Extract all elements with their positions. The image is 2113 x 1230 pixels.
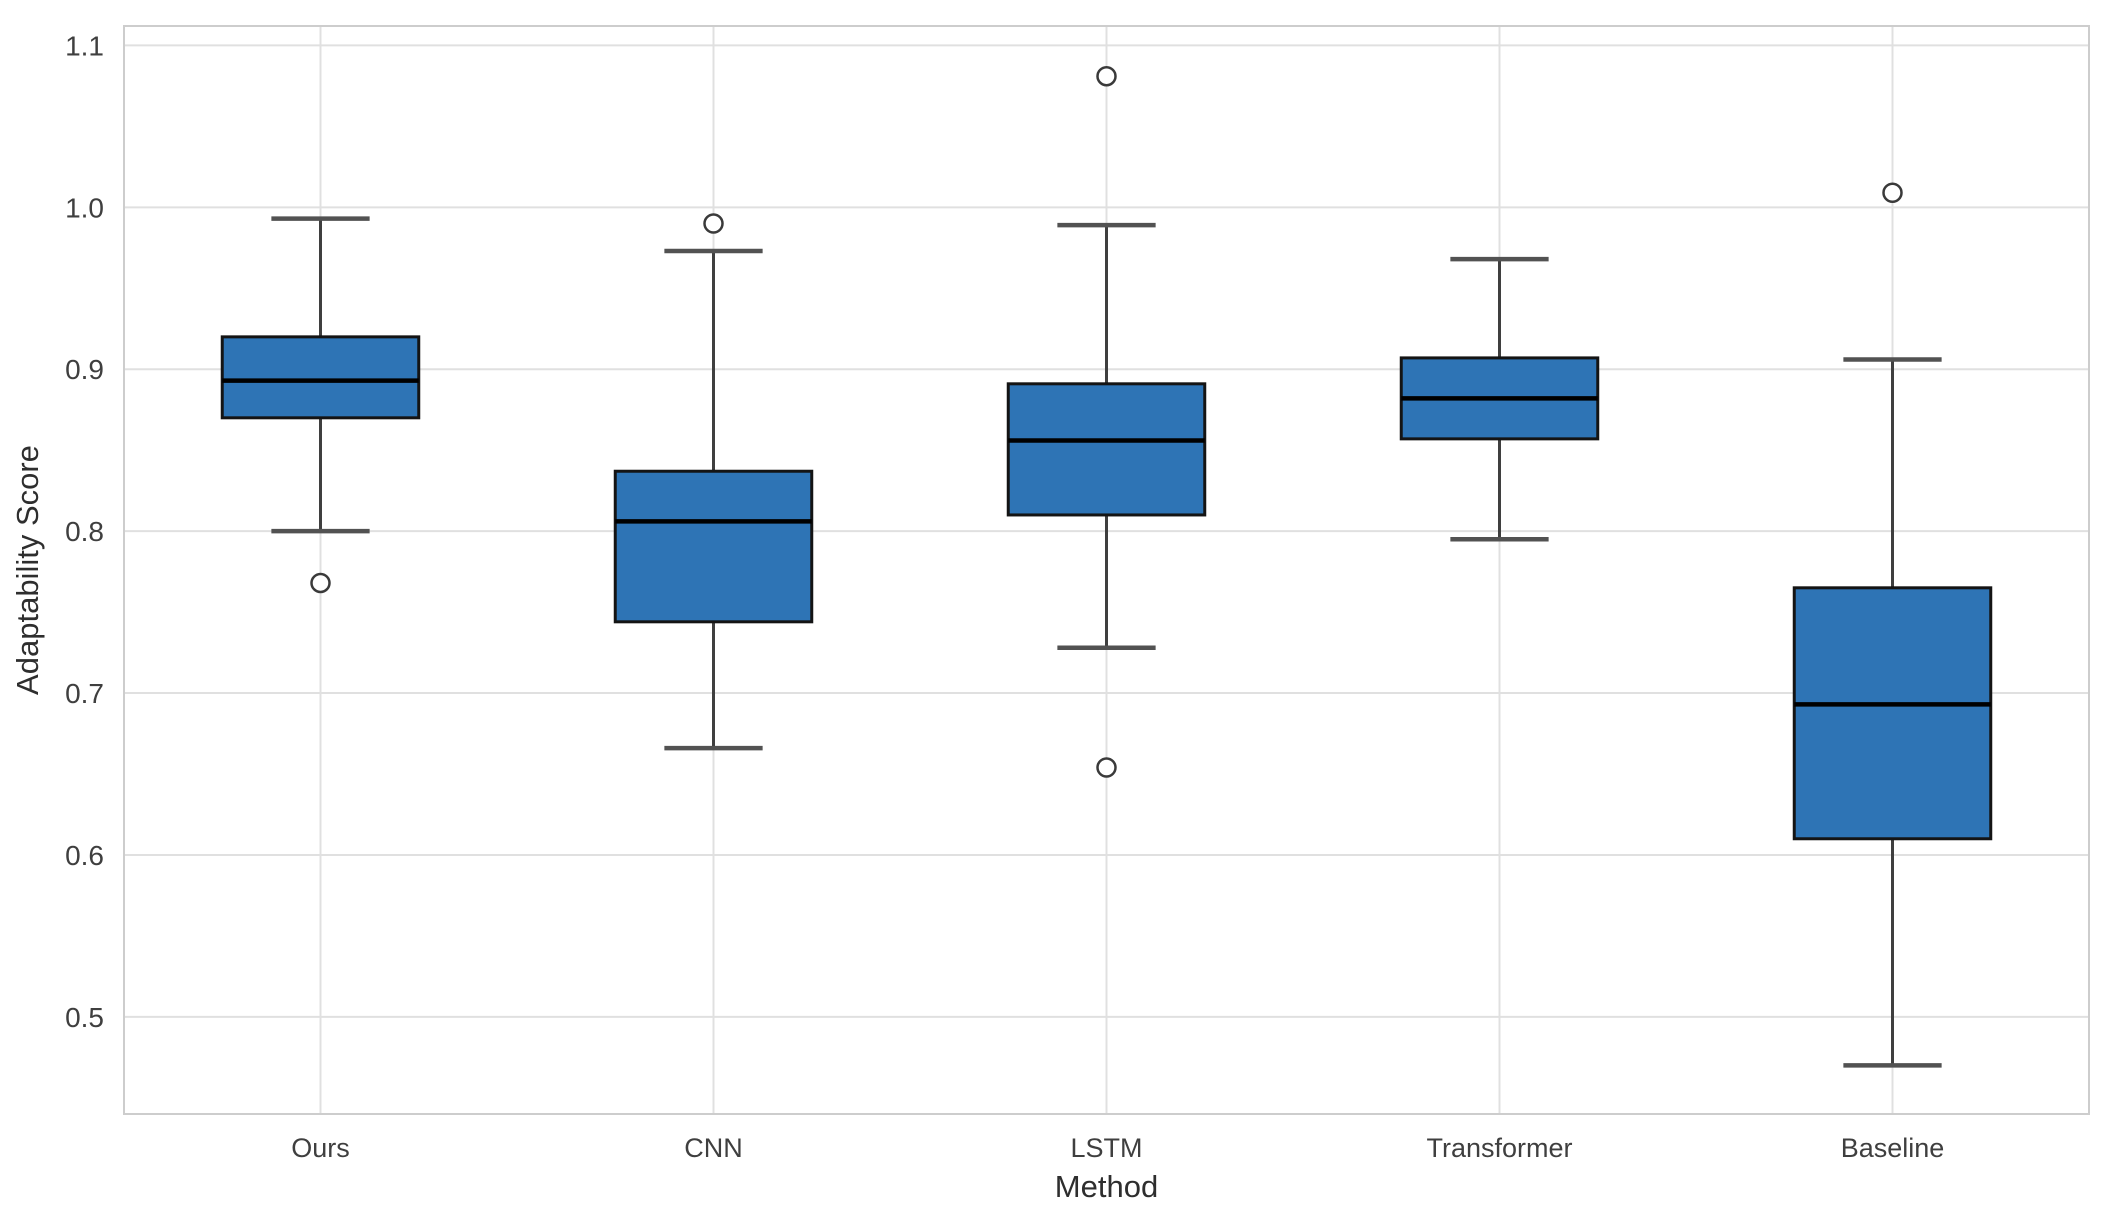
- y-tick-label: 0.8: [65, 516, 104, 547]
- x-tick-label-ours: Ours: [291, 1133, 350, 1163]
- box-lstm: [1006, 382, 1207, 517]
- y-axis-title: Adaptability Score: [10, 445, 45, 695]
- x-tick-label-cnn: CNN: [684, 1133, 743, 1163]
- box-ours: [220, 335, 421, 420]
- outlier-baseline: [1882, 182, 1903, 204]
- box-baseline: [1792, 586, 1993, 841]
- y-tick-label: 1.0: [65, 192, 104, 223]
- y-tick-label: 0.5: [65, 1002, 104, 1033]
- y-tick-label: 0.9: [65, 354, 104, 385]
- outlier-lstm: [1096, 757, 1117, 778]
- outlier-cnn: [703, 213, 724, 234]
- outlier-ours: [310, 572, 331, 594]
- y-tick-label: 0.6: [65, 840, 104, 871]
- x-tick-label-transformer: Transformer: [1426, 1133, 1572, 1163]
- x-tick-label-lstm: LSTM: [1070, 1133, 1142, 1163]
- box-cnn: [613, 469, 814, 624]
- x-axis-title: Method: [1055, 1169, 1158, 1204]
- outlier-lstm: [1096, 65, 1117, 87]
- x-tick-label-baseline: Baseline: [1841, 1133, 1945, 1163]
- plot-border: [123, 25, 2090, 1115]
- y-tick-label: 1.1: [65, 30, 104, 61]
- y-tick-label: 0.7: [65, 678, 104, 709]
